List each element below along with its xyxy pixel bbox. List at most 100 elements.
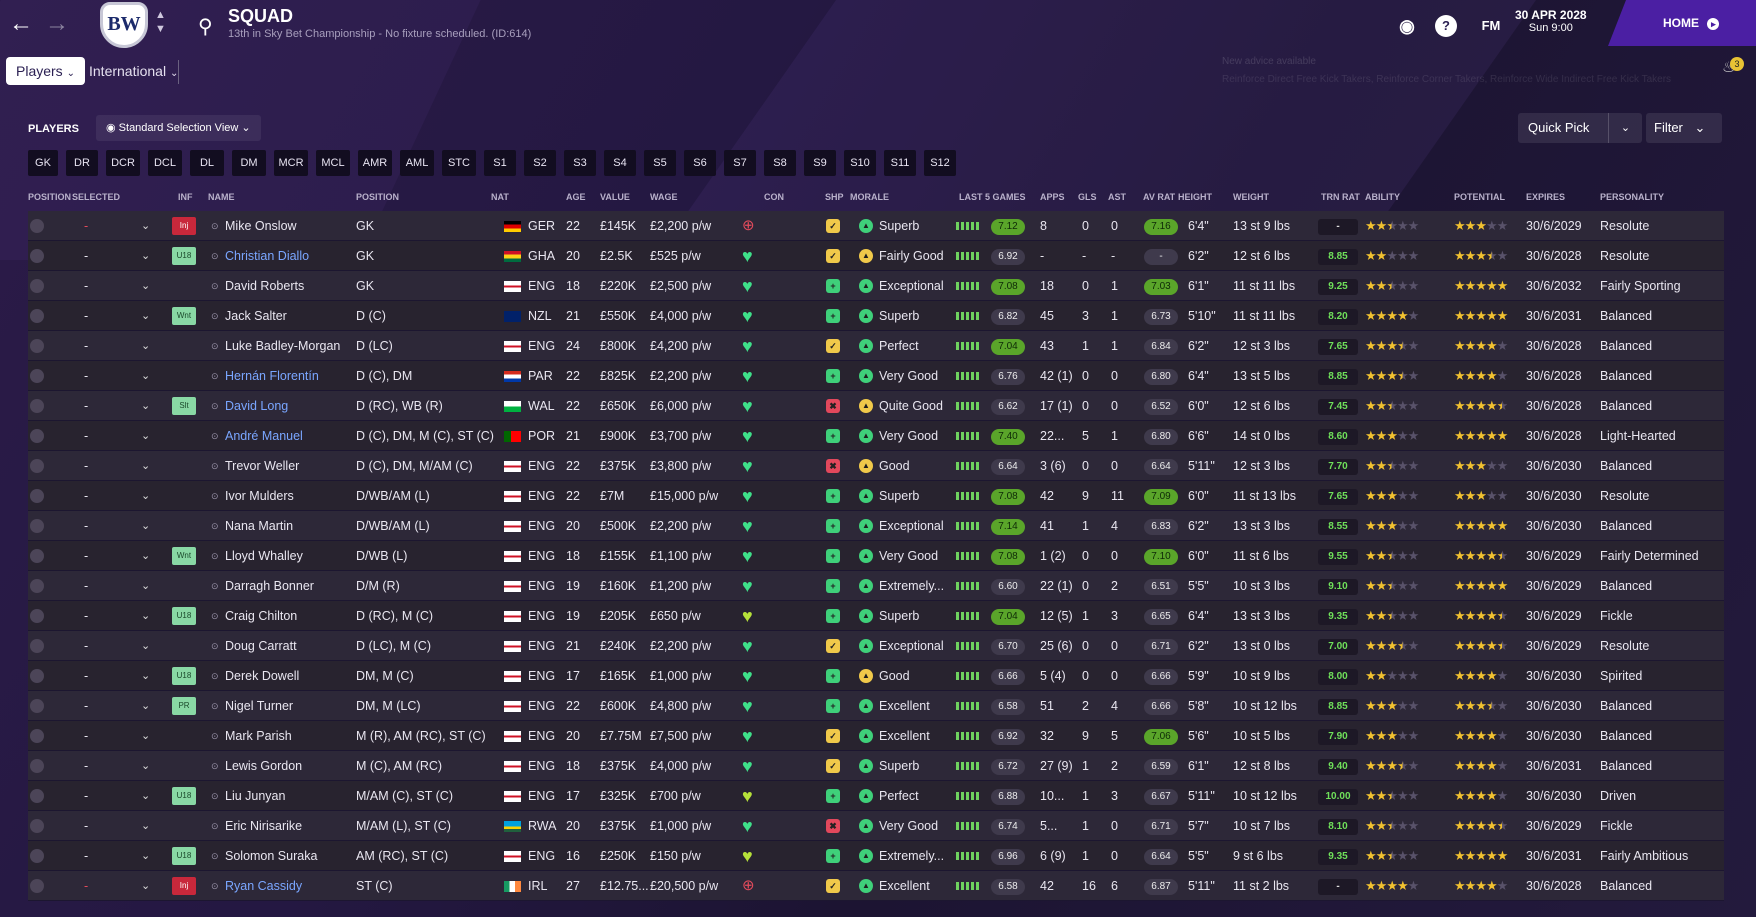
selection-dropdown-icon[interactable]: ⌄ — [141, 850, 151, 862]
column-header-position[interactable]: POSITION — [28, 192, 72, 202]
position-filter-s1[interactable]: S1 — [484, 150, 516, 176]
player-name[interactable]: Darragh Bonner — [225, 579, 314, 593]
player-name[interactable]: Trevor Weller — [225, 459, 300, 473]
player-name[interactable]: Mark Parish — [225, 729, 292, 743]
column-header-weight[interactable]: WEIGHT — [1233, 192, 1269, 202]
quick-pick-chevron-icon[interactable]: ⌄ — [1608, 113, 1642, 143]
table-row[interactable]: - ⌄ ⊙ David Roberts GK ENG 18 £220K £2,500 p/w ♥ +… — [28, 271, 1724, 301]
select-checkbox[interactable] — [30, 819, 44, 833]
position-filter-dcr[interactable]: DCR — [106, 150, 140, 176]
player-name[interactable]: Derek Dowell — [225, 669, 300, 683]
player-name[interactable]: Craig Chilton — [225, 609, 298, 623]
globe-icon[interactable]: ◉ — [1399, 16, 1415, 36]
table-row[interactable]: - ⌄ ⊙ Eric Nirisarike M/AM (L), ST (C) RWA 20 £… — [28, 811, 1724, 841]
selection-dropdown-icon[interactable]: ⌄ — [141, 610, 151, 622]
column-header-inf[interactable]: INF — [178, 192, 193, 202]
player-name[interactable]: Hernán Florentín — [225, 369, 319, 383]
select-checkbox[interactable] — [30, 279, 44, 293]
tab-players[interactable]: Players ⌄ — [6, 57, 85, 85]
column-header-gls[interactable]: GLS — [1078, 192, 1097, 202]
table-row[interactable]: - ⌄ Wnt ⊙ Lloyd Whalley D/WB (L) ENG 18 £155K £1,… — [28, 541, 1724, 571]
column-header-con[interactable]: CON — [764, 192, 784, 202]
back-arrow-icon[interactable]: ← — [9, 10, 33, 37]
position-filter-mcl[interactable]: MCL — [316, 150, 350, 176]
selection-dropdown-icon[interactable]: ⌄ — [141, 670, 151, 682]
column-header-ability[interactable]: ABILITY — [1365, 192, 1400, 202]
player-name[interactable]: Solomon Suraka — [225, 849, 318, 863]
player-name[interactable]: Ryan Cassidy — [225, 879, 303, 893]
selection-dropdown-icon[interactable]: ⌄ — [141, 790, 151, 802]
table-row[interactable]: - ⌄ ⊙ Luke Badley-Morgan D (LC) ENG 24 £800K £4,… — [28, 331, 1724, 361]
selection-dropdown-icon[interactable]: ⌄ — [141, 580, 151, 592]
table-row[interactable]: - ⌄ ⊙ Ivor Mulders D/WB/AM (L) ENG 22 £7M £15,00… — [28, 481, 1724, 511]
table-row[interactable]: - ⌄ ⊙ Doug Carratt D (LC), M (C) ENG 21 £240K £2… — [28, 631, 1724, 661]
player-name[interactable]: David Long — [225, 399, 289, 413]
player-name[interactable]: David Roberts — [225, 279, 305, 293]
select-checkbox[interactable] — [30, 639, 44, 653]
select-checkbox[interactable] — [30, 729, 44, 743]
position-filter-s9[interactable]: S9 — [804, 150, 836, 176]
position-filter-stc[interactable]: STC — [442, 150, 476, 176]
select-checkbox[interactable] — [30, 219, 44, 233]
column-header-av-rat[interactable]: AV RAT — [1143, 192, 1176, 202]
selection-dropdown-icon[interactable]: ⌄ — [141, 370, 151, 382]
position-filter-aml[interactable]: AML — [400, 150, 434, 176]
table-row[interactable]: - ⌄ ⊙ Trevor Weller D (C), DM, M/AM (C) ENG 22… — [28, 451, 1724, 481]
column-header-trn-rat[interactable]: TRN RAT — [1321, 192, 1360, 202]
column-header-height[interactable]: HEIGHT — [1178, 192, 1213, 202]
select-checkbox[interactable] — [30, 579, 44, 593]
selection-dropdown-icon[interactable]: ⌄ — [141, 880, 151, 892]
select-checkbox[interactable] — [30, 849, 44, 863]
select-checkbox[interactable] — [30, 429, 44, 443]
column-header-ast[interactable]: AST — [1108, 192, 1126, 202]
selection-dropdown-icon[interactable]: ⌄ — [141, 280, 151, 292]
player-name[interactable]: Liu Junyan — [225, 789, 286, 803]
selection-dropdown-icon[interactable]: ⌄ — [141, 430, 151, 442]
selection-dropdown-icon[interactable]: ⌄ — [141, 730, 151, 742]
table-row[interactable]: - ⌄ Inj ⊙ Ryan Cassidy ST (C) IRL 27 £12.75... £2… — [28, 871, 1724, 901]
table-row[interactable]: - ⌄ U18 ⊙ Craig Chilton D (RC), M (C) ENG 19 £20… — [28, 601, 1724, 631]
quick-pick-button[interactable]: Quick Pick — [1518, 113, 1642, 143]
player-name[interactable]: Ivor Mulders — [225, 489, 294, 503]
forward-arrow-icon[interactable]: → — [45, 10, 69, 37]
player-name[interactable]: Doug Carratt — [225, 639, 297, 653]
player-name[interactable]: Nana Martin — [225, 519, 294, 533]
position-filter-s2[interactable]: S2 — [524, 150, 556, 176]
select-checkbox[interactable] — [30, 369, 44, 383]
select-checkbox[interactable] — [30, 549, 44, 563]
home-button[interactable]: HOME ▸ — [1608, 0, 1756, 46]
select-checkbox[interactable] — [30, 489, 44, 503]
position-filter-s3[interactable]: S3 — [564, 150, 596, 176]
column-header-position[interactable]: POSITION — [356, 192, 400, 202]
select-checkbox[interactable] — [30, 459, 44, 473]
column-header-morale[interactable]: MORALE — [850, 192, 889, 202]
position-filter-amr[interactable]: AMR — [358, 150, 392, 176]
selection-dropdown-icon[interactable]: ⌄ — [141, 400, 151, 412]
column-header-last-5-games[interactable]: LAST 5 GAMES — [959, 192, 1026, 202]
tab-international[interactable]: International ⌄ — [79, 57, 188, 85]
selection-dropdown-icon[interactable]: ⌄ — [141, 520, 151, 532]
selection-dropdown-icon[interactable]: ⌄ — [141, 220, 151, 232]
selection-dropdown-icon[interactable]: ⌄ — [141, 250, 151, 262]
table-row[interactable]: - ⌄ U18 ⊙ Derek Dowell DM, M (C) ENG 17 £165K £1,… — [28, 661, 1724, 691]
select-checkbox[interactable] — [30, 309, 44, 323]
position-filter-s6[interactable]: S6 — [684, 150, 716, 176]
column-header-value[interactable]: VALUE — [600, 192, 630, 202]
selection-dropdown-icon[interactable]: ⌄ — [141, 820, 151, 832]
table-row[interactable]: - ⌄ Slt ⊙ David Long D (RC), WB (R) WAL 22 £650K… — [28, 391, 1724, 421]
selection-dropdown-icon[interactable]: ⌄ — [141, 490, 151, 502]
column-header-age[interactable]: AGE — [566, 192, 586, 202]
select-checkbox[interactable] — [30, 669, 44, 683]
table-row[interactable]: - ⌄ U18 ⊙ Solomon Suraka AM (RC), ST (C) ENG 16… — [28, 841, 1724, 871]
select-checkbox[interactable] — [30, 759, 44, 773]
column-header-selected[interactable]: SELECTED — [72, 192, 121, 202]
position-filter-s5[interactable]: S5 — [644, 150, 676, 176]
select-checkbox[interactable] — [30, 699, 44, 713]
search-icon[interactable]: ⚲ — [198, 16, 213, 38]
club-switch-icon[interactable]: ▲ ▼ — [155, 9, 166, 35]
table-row[interactable]: - ⌄ Wnt ⊙ Jack Salter D (C) NZL 21 £550K £4,000 p… — [28, 301, 1724, 331]
select-checkbox[interactable] — [30, 399, 44, 413]
select-checkbox[interactable] — [30, 519, 44, 533]
table-row[interactable]: - ⌄ Inj ⊙ Mike Onslow GK GER 22 £145K £2,200 p/w ⊕… — [28, 211, 1724, 241]
column-header-shp[interactable]: SHP — [825, 192, 844, 202]
